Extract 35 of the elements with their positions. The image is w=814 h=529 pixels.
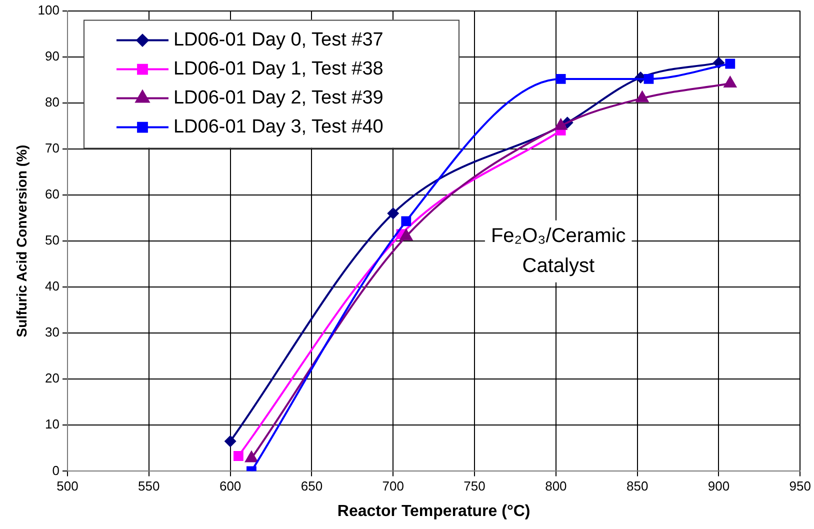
legend-label: LD06-01 Day 1, Test #38 xyxy=(173,58,384,80)
x-tick-label: 650 xyxy=(300,478,323,494)
legend-label: LD06-01 Day 0, Test #37 xyxy=(173,30,384,51)
x-axis-title: Reactor Temperature (°C) xyxy=(337,502,530,520)
point xyxy=(556,74,566,84)
x-tick-label: 600 xyxy=(219,478,242,494)
x-tick-label: 850 xyxy=(626,478,648,494)
point xyxy=(387,207,400,220)
y-tick-label: 50 xyxy=(45,232,60,248)
y-tick-label: 40 xyxy=(45,278,60,294)
y-tick-label: 10 xyxy=(45,416,60,432)
legend-label: LD06-01 Day 2, Test #39 xyxy=(173,88,384,109)
x-tick-label: 700 xyxy=(382,478,404,494)
x-tick-label: 550 xyxy=(138,478,160,494)
annotation: Fe₂O₃/Ceramic Catalyst xyxy=(490,224,626,277)
point xyxy=(224,435,236,448)
x-tick-label: 800 xyxy=(545,478,567,494)
legend-label: LD06-01 Day 3, Test #40 xyxy=(173,116,384,138)
x-tick-label: 950 xyxy=(789,478,812,494)
point xyxy=(725,58,736,69)
point xyxy=(644,74,654,84)
point xyxy=(401,216,412,226)
y-tick-label: 90 xyxy=(45,48,60,64)
x-tick-label: 900 xyxy=(708,478,730,494)
y-tick-label: 0 xyxy=(52,462,60,478)
y-tick-label: 20 xyxy=(45,370,60,386)
x-tick-label: 500 xyxy=(56,478,78,494)
y-tick-label: 80 xyxy=(45,94,60,110)
y-axis-title: Sulfuric Acid Conversion (%) xyxy=(13,144,30,338)
y-tick-label: 70 xyxy=(45,140,60,156)
y-tick-label: 100 xyxy=(38,2,60,18)
y-tick-label: 30 xyxy=(45,324,60,340)
x-tick-label: 750 xyxy=(464,478,486,494)
y-tick-label: 60 xyxy=(45,186,60,202)
point xyxy=(233,451,244,461)
